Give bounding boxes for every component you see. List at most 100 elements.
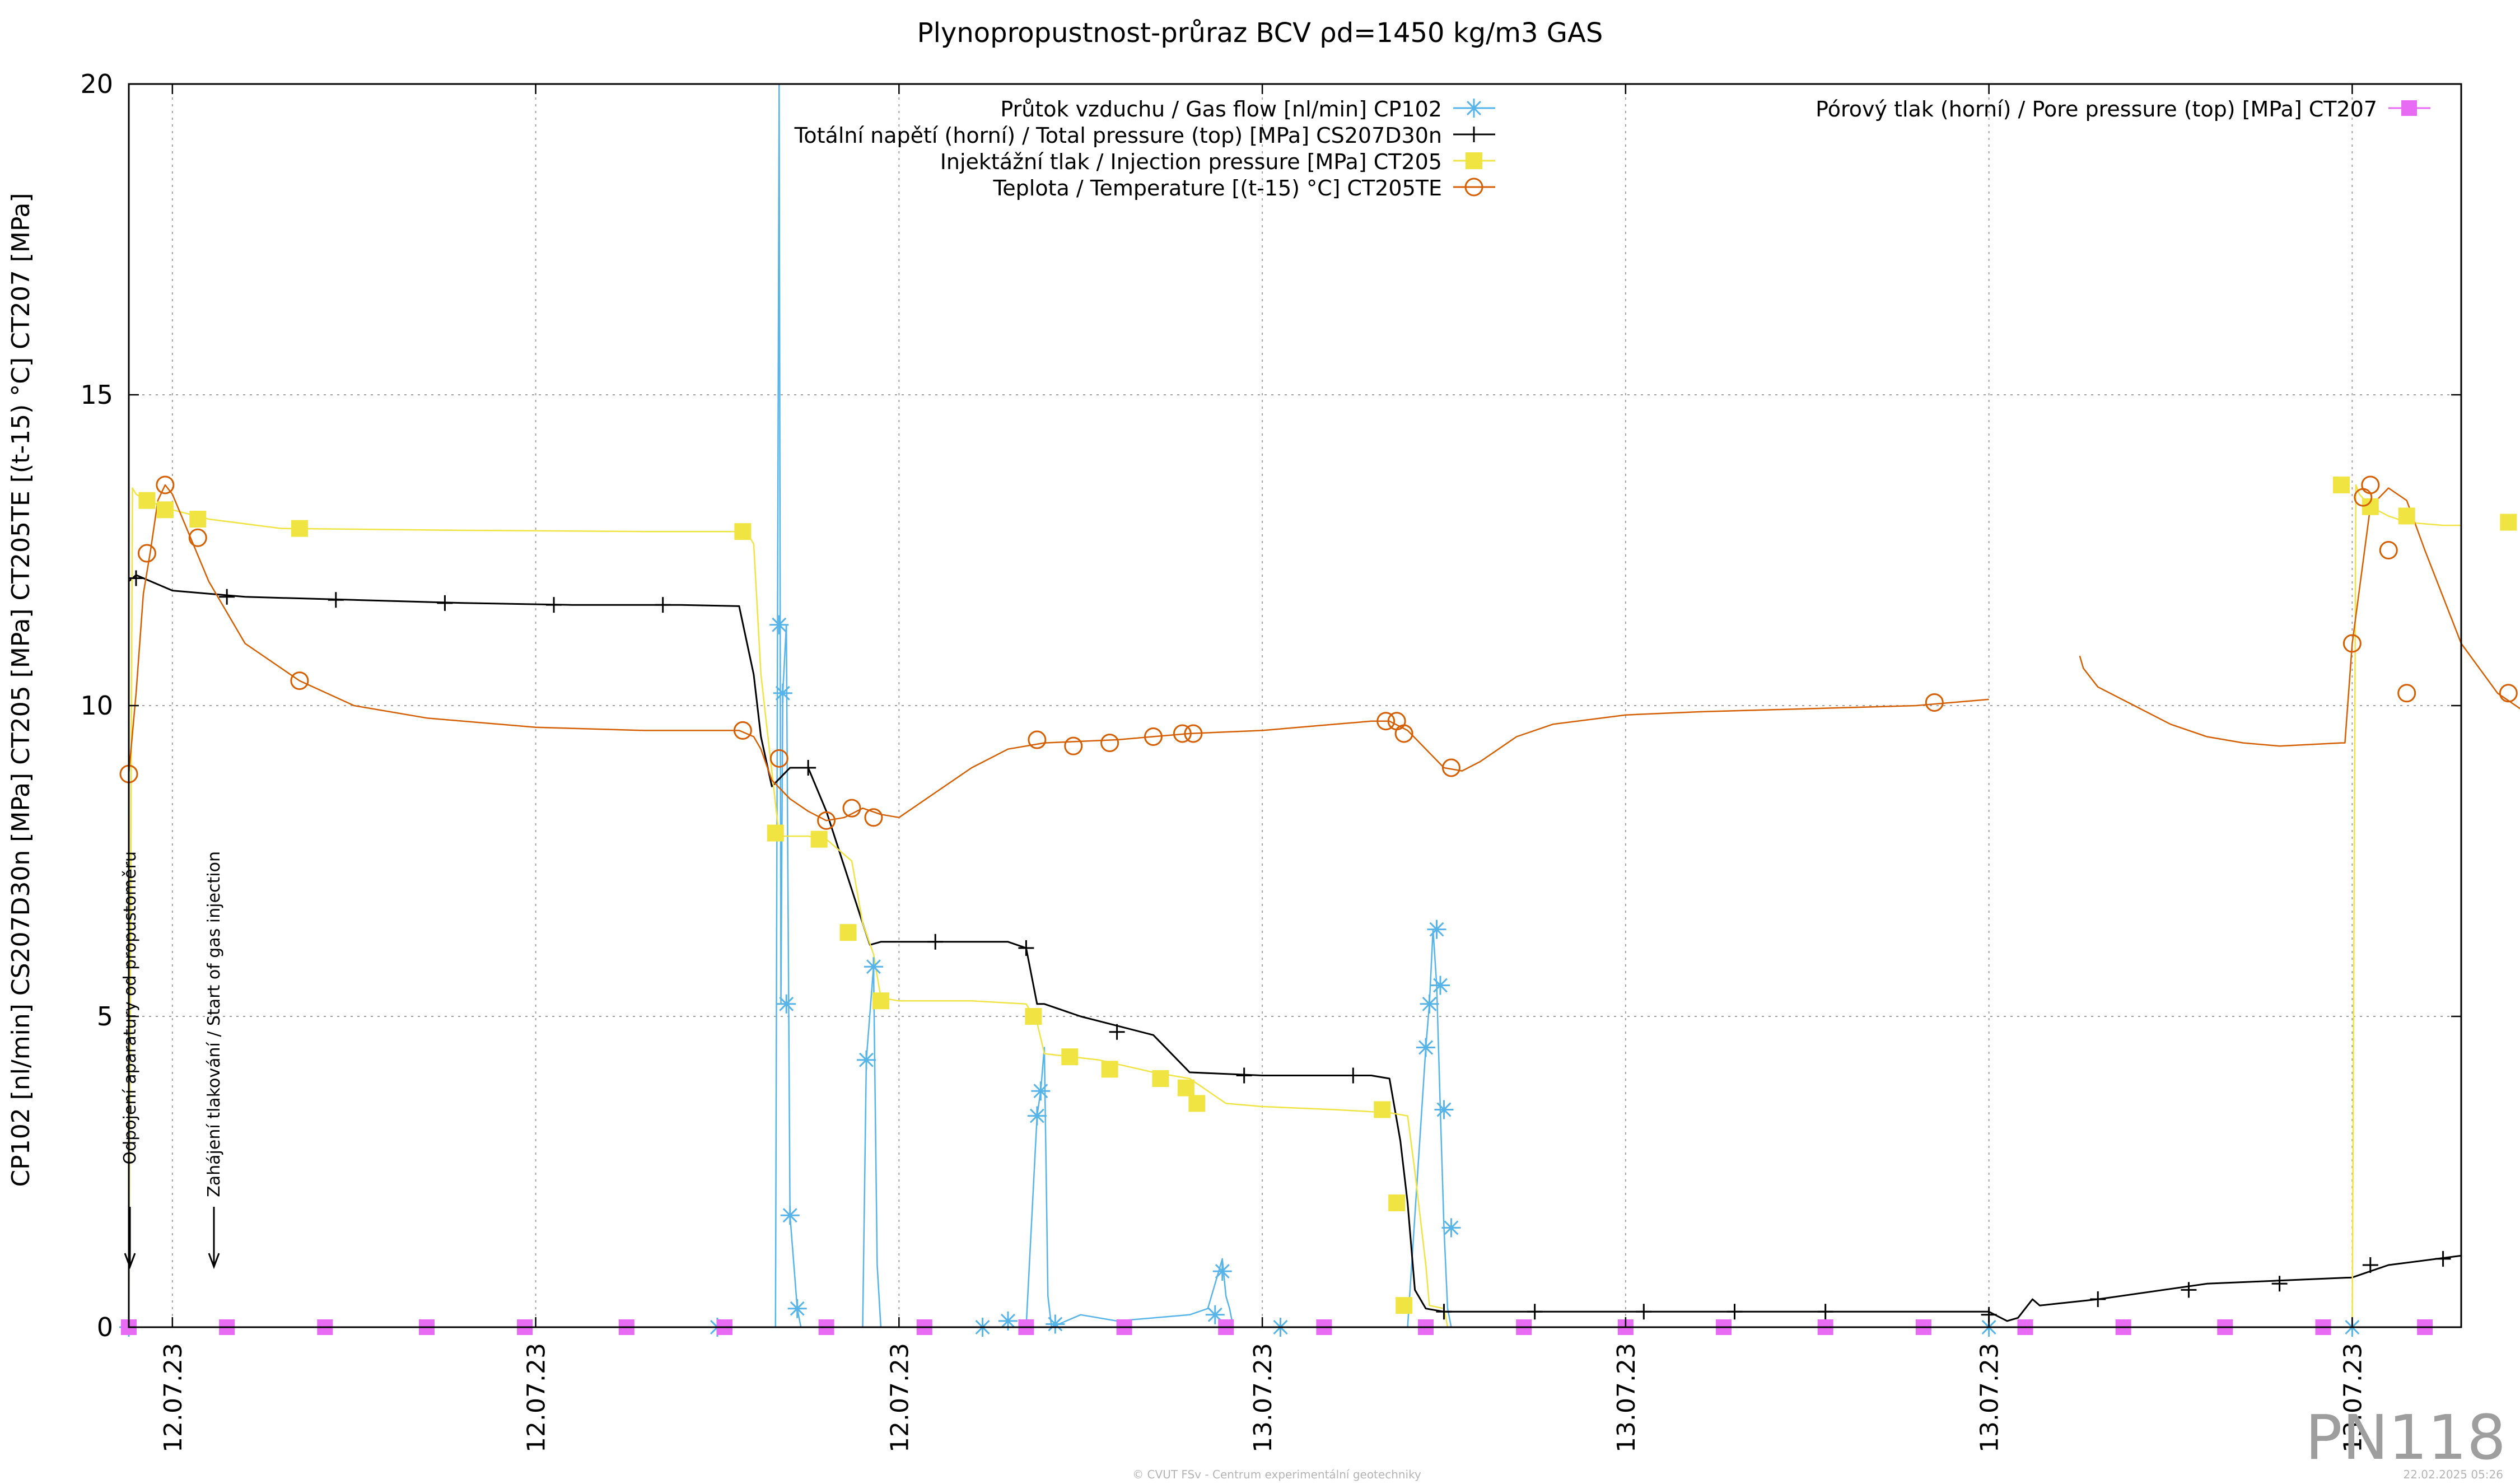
data-point-1 xyxy=(787,1299,807,1318)
marker-shape xyxy=(1436,1304,1452,1320)
data-point-2 xyxy=(2271,1276,2288,1292)
data-point-2 xyxy=(2181,1282,2197,1298)
data-point-2 xyxy=(1345,1067,1361,1084)
data-point-4 xyxy=(1173,724,1192,743)
data-point-2 xyxy=(1236,1067,1252,1084)
marker-shape xyxy=(1152,1070,1169,1087)
legend-swatch-marker xyxy=(2401,100,2417,116)
data-point-2 xyxy=(546,597,562,613)
data-point-3 xyxy=(1396,1297,1413,1314)
marker-shape xyxy=(1636,1304,1652,1320)
marker-shape xyxy=(291,520,308,537)
marker-shape xyxy=(2435,1250,2451,1267)
data-point-2 xyxy=(1817,1304,1833,1320)
marker-shape xyxy=(1376,712,1396,731)
y-axis-label: CP102 [nl/min] CS207D30n [MPa] CT205 [MP… xyxy=(7,193,35,1187)
marker-shape xyxy=(800,760,816,776)
marker-shape xyxy=(733,721,752,740)
data-point-3 xyxy=(1061,1048,1079,1066)
marker-shape xyxy=(1064,736,1083,755)
data-point-3 xyxy=(189,511,207,528)
marker-shape xyxy=(128,570,144,586)
marker-shape xyxy=(2090,1291,2106,1308)
marker-shape xyxy=(872,992,889,1010)
data-point-4 xyxy=(2342,634,2362,653)
marker-shape xyxy=(1028,730,1047,749)
data-point-1 xyxy=(773,683,792,703)
data-point-2 xyxy=(128,570,144,586)
marker-shape xyxy=(1441,1218,1461,1238)
marker-shape xyxy=(773,683,792,703)
marker-shape xyxy=(1025,1008,1042,1025)
data-point-1 xyxy=(864,957,883,977)
annotation-label: Zahájení tlakování / Start of gas inject… xyxy=(204,851,224,1197)
data-point-3 xyxy=(810,830,828,848)
data-point-2 xyxy=(1109,1024,1125,1040)
legend-swatch-marker xyxy=(1466,127,1482,142)
gridlines xyxy=(129,84,2461,1327)
data-point-2 xyxy=(655,597,671,613)
data-point-3 xyxy=(1388,1194,1406,1211)
marker-shape xyxy=(839,924,857,941)
data-point-1 xyxy=(1441,1218,1461,1238)
marker-shape xyxy=(1184,724,1203,743)
data-point-2 xyxy=(1436,1304,1452,1320)
marker-shape xyxy=(864,957,883,977)
data-point-2 xyxy=(1527,1304,1543,1320)
legend-label: Injektážní tlak / Injection pressure [MP… xyxy=(940,150,1442,174)
data-point-3 xyxy=(1152,1070,1169,1087)
marker-shape xyxy=(1420,994,1439,1014)
marker-shape xyxy=(2332,476,2350,493)
marker-shape xyxy=(1212,1262,1232,1281)
data-point-4 xyxy=(2361,475,2380,494)
data-point-2 xyxy=(328,592,344,608)
data-point-1 xyxy=(1431,976,1450,995)
marker-shape xyxy=(767,824,784,842)
marker-shape xyxy=(2500,514,2517,531)
x-tick-label: 13.07.23 xyxy=(2339,1343,2367,1453)
series-line-1 xyxy=(129,83,2461,1328)
legend-swatch-marker xyxy=(1464,99,1483,118)
data-point-4 xyxy=(2379,541,2398,559)
data-point-4 xyxy=(817,811,836,830)
series-lines xyxy=(128,83,2520,1328)
data-point-3 xyxy=(734,523,752,540)
data-point-3 xyxy=(138,492,156,509)
marker-shape xyxy=(1925,693,1944,712)
marker-shape xyxy=(842,799,861,818)
data-point-2 xyxy=(437,595,453,611)
data-point-1 xyxy=(1434,1100,1454,1119)
data-point-2 xyxy=(2435,1250,2451,1267)
data-point-4 xyxy=(1028,730,1047,749)
marker-shape xyxy=(777,994,796,1014)
data-point-2 xyxy=(1018,940,1034,956)
marker-shape xyxy=(856,1050,876,1070)
annotation-arrowhead xyxy=(124,1253,136,1270)
marker-shape xyxy=(1100,734,1119,753)
x-tick-label: 13.07.23 xyxy=(1249,1343,1277,1453)
marker-shape xyxy=(1441,758,1460,777)
marker-shape xyxy=(1173,724,1192,743)
marker-shape xyxy=(189,511,207,528)
data-point-3 xyxy=(872,992,889,1010)
data-point-4 xyxy=(1144,727,1163,746)
data-point-1 xyxy=(856,1050,876,1070)
legend-swatch-marker xyxy=(1466,152,1482,169)
marker-shape xyxy=(1188,1095,1206,1112)
data-point-4 xyxy=(733,721,752,740)
marker-shape xyxy=(1031,1081,1051,1101)
data-point-1 xyxy=(998,1311,1018,1331)
marker-shape xyxy=(138,492,156,509)
data-point-3 xyxy=(767,824,784,842)
data-point-4 xyxy=(188,528,207,547)
x-tick-label: 12.07.23 xyxy=(522,1343,551,1453)
marker-shape xyxy=(655,597,671,613)
data-point-2 xyxy=(2362,1257,2378,1273)
marker-shape xyxy=(2401,100,2417,116)
data-point-4 xyxy=(1064,736,1083,755)
series-markers xyxy=(119,475,2518,1337)
y-tick-label: 5 xyxy=(97,1001,113,1032)
marker-shape xyxy=(810,830,828,848)
data-point-2 xyxy=(1636,1304,1652,1320)
legend-swatch-marker xyxy=(1464,178,1483,197)
